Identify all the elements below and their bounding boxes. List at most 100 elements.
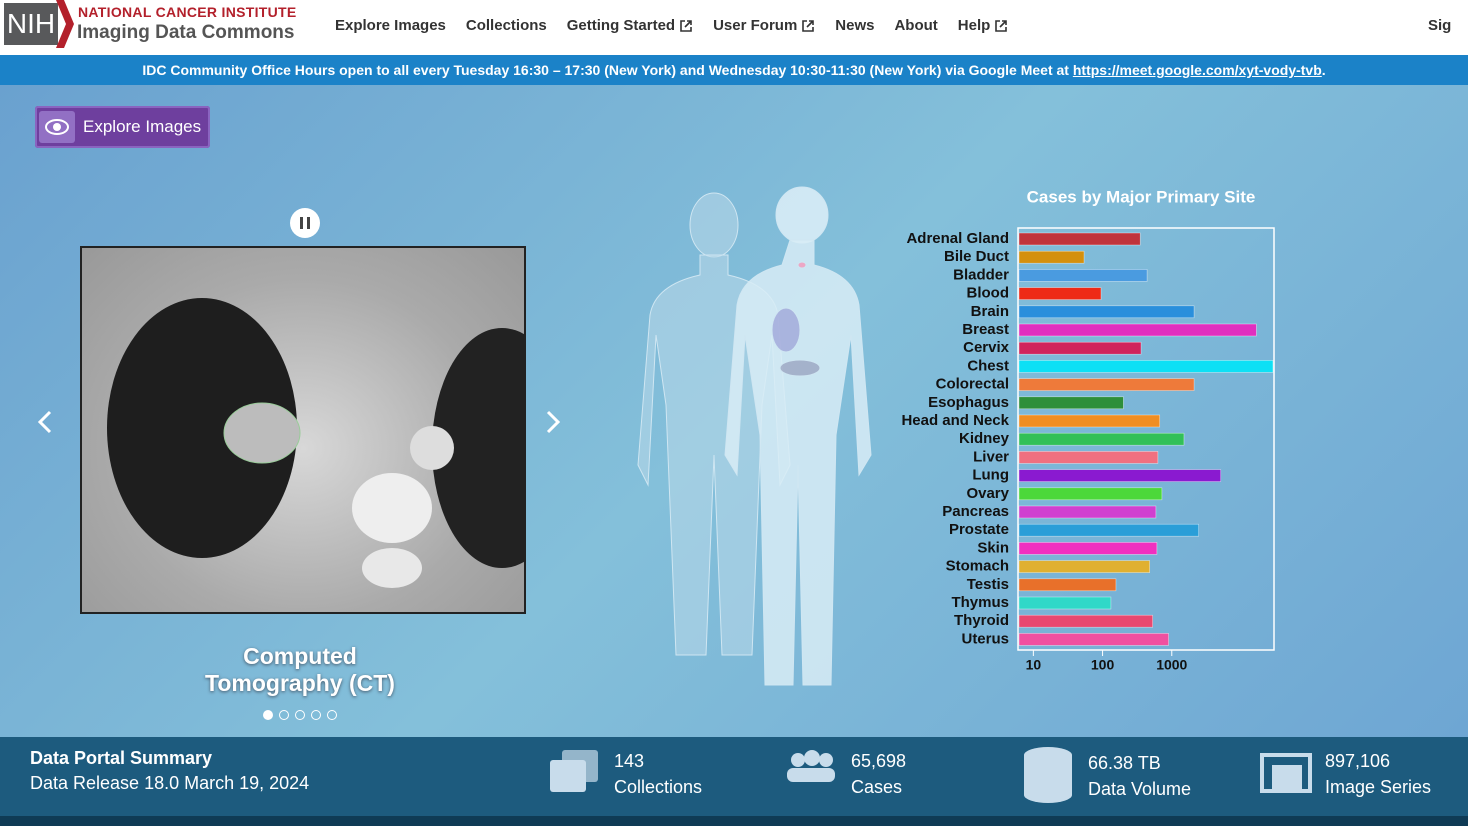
bar [1018,323,1257,337]
bar [1018,341,1142,355]
category-label: Brain [971,303,1009,320]
bar [1018,451,1159,464]
nav-item[interactable]: News [835,17,874,34]
external-icon [995,19,1008,32]
product-name: Imaging Data Commons [77,22,295,43]
chart-title: Cases by Major Primary Site [1027,187,1256,206]
footer-strip [0,816,1468,826]
bar [1018,360,1274,373]
category-label: Pancreas [942,503,1009,520]
category-label: Liver [973,448,1009,465]
category-label: Chest [967,357,1009,374]
nav-item[interactable]: Getting Started [567,17,693,34]
category-label: Lung [972,467,1009,484]
bar [1018,505,1157,519]
summary-release: Data Release 18.0 March 19, 2024 [30,773,310,793]
header: NIH NATIONAL CANCER INSTITUTE Imaging Da… [0,0,1468,55]
logo[interactable]: NIH [4,3,58,45]
x-tick-label: 10 [1026,657,1042,673]
plot-frame [1017,227,1275,651]
category-label: Ovary [966,485,1009,502]
banner: IDC Community Office Hours open to all e… [0,55,1468,85]
banner-tail: . [1321,62,1326,78]
prev-arrow[interactable] [37,410,52,434]
stat: 65,698 Cases [851,748,906,800]
category-label: Thymus [951,594,1009,611]
nav-label[interactable]: Explore Images [335,17,446,34]
category-label: Testis [967,576,1009,593]
footer [0,737,1468,816]
category-label: Skin [977,539,1009,556]
org-name: NATIONAL CANCER INSTITUTE [78,4,297,20]
nav: Explore Images Collections Getting Started… [335,17,1008,34]
category-label: Adrenal Gland [906,230,1009,247]
body-figures [637,186,872,686]
category-label: Prostate [949,521,1009,538]
nav-item[interactable]: About [894,17,937,34]
stat-value: 66.38 TB [1088,753,1161,773]
stat-value: 897,106 [1325,751,1391,771]
footer-icons [550,747,1312,803]
nav-label[interactable]: News [835,17,875,34]
x-tick-label: 100 [1091,657,1115,673]
category-label: Breast [962,321,1009,338]
bar [1018,578,1117,592]
stat: 143 Collections [614,748,702,800]
explore-label[interactable]: Explore Images [83,117,202,136]
bar [1018,287,1102,300]
nav-item[interactable]: Collections [466,17,547,34]
ct-image [80,246,526,614]
bar [1018,523,1200,537]
external-icon [802,19,815,32]
pause-icon [307,217,310,229]
pause-button[interactable] [290,208,320,238]
stat-label: Data Volume [1088,779,1192,799]
nav-item[interactable]: Explore Images [335,17,446,34]
nav-label[interactable]: Collections [465,17,547,34]
bar [1018,560,1151,573]
category-label: Uterus [961,630,1009,647]
bar [1018,414,1161,428]
category-label: Head and Neck [901,412,1009,429]
nav-item[interactable]: Help [958,17,1009,34]
nav-item[interactable]: User Forum [713,17,815,34]
stat: 897,106 Image Series [1325,748,1431,800]
banner-link[interactable]: https://meet.google.com/xyt-vody-tvb [1072,62,1322,78]
carousel-dots [263,710,337,720]
external-icon-path [802,19,815,32]
summary-title: Data Portal Summary [30,748,213,768]
stat: 66.38 TB Data Volume [1088,750,1191,802]
carousel-caption: Computed Tomography (CT) [205,643,395,696]
stat-label: Cases [851,777,903,797]
category-label: Bladder [953,266,1009,283]
logo-chevron [56,0,74,48]
bar [1018,633,1169,646]
banner-text: IDC Community Office Hours open to all e… [142,62,1069,78]
category-label: Kidney [959,430,1010,447]
pause-icon [300,217,303,229]
bar [1018,232,1141,246]
nav-label[interactable]: Help [957,17,991,34]
bar [1018,469,1222,482]
eye-icon [39,111,75,143]
next-arrow[interactable] [546,410,561,434]
sign-in[interactable]: Sig [1428,17,1468,34]
sign-in-label[interactable]: Sig [1428,17,1452,34]
bar [1018,396,1124,410]
bar [1018,432,1185,446]
nav-label[interactable]: About [894,17,938,34]
explore-button[interactable]: Explore Images [35,106,210,148]
nav-label[interactable]: Getting Started [566,17,676,34]
bar [1018,614,1153,628]
category-label: Colorectal [936,376,1009,393]
stat-label: Image Series [1325,777,1432,797]
bar [1018,269,1148,282]
stat-label: Collections [614,777,703,797]
external-icon-path [680,19,692,32]
external-icon-path [995,19,1008,32]
nav-label[interactable]: User Forum [713,17,798,34]
bar [1018,250,1085,264]
